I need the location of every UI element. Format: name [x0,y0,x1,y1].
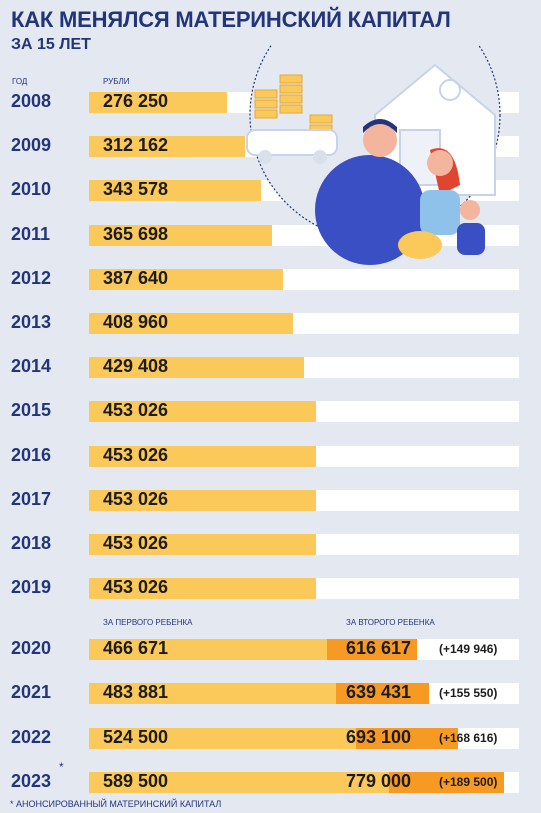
value-label-first-child: 524 500 [103,726,169,747]
difference-label: (+155 550) [439,686,498,701]
value-label-second-child: 693 100 [346,726,412,747]
value-label: 387 640 [103,267,169,288]
value-label-first-child: 483 881 [103,682,169,703]
year-label: 2021 [11,682,52,703]
year-label: 2017 [11,488,52,509]
column-header-year: ГОД [12,77,28,86]
value-label-second-child: 639 431 [346,682,412,703]
difference-label: (+149 946) [439,642,498,656]
bar-first-child [89,639,328,660]
family-icon [315,119,485,265]
bar-first-child [89,683,336,705]
year-label: 2009 [11,135,52,156]
bar [89,578,316,600]
year-label: 2014 [11,356,52,377]
value-label: 343 578 [103,179,169,200]
bar [89,401,316,423]
year-label: 2018 [11,533,52,553]
bar [89,180,261,202]
chart-subtitle: ЗА 15 ЛЕТ [11,36,91,53]
year-label: 2008 [11,91,52,111]
bar [89,357,304,379]
bar [89,489,316,511]
year-label: 2022 [11,726,52,747]
year-label: 2019 [11,577,52,598]
year-label: 2010 [11,179,52,200]
bar [89,313,294,334]
value-label-first-child: 466 671 [103,638,169,658]
bar-first-child [89,771,389,793]
bar [89,534,316,555]
value-label: 453 026 [103,400,169,421]
value-label: 312 162 [103,135,169,156]
year-label: 2013 [11,312,52,332]
car-icon [246,129,338,164]
value-label: 276 250 [103,91,169,111]
value-label-second-child: 616 617 [346,638,412,658]
bar [89,224,272,246]
bar [89,92,228,113]
year-label: 2020 [11,638,52,658]
value-label: 365 698 [103,223,169,244]
value-label: 429 408 [103,356,169,377]
year-label: 2016 [11,444,52,465]
column-header-second-child: ЗА ВТОРОГО РЕБЕНКА [346,618,435,627]
value-label-first-child: 589 500 [103,770,169,791]
value-label: 408 960 [103,312,169,332]
family-house-illustration [246,45,501,265]
year-label: 2011 [11,223,51,244]
bar [89,268,283,290]
value-label: 453 026 [103,488,169,509]
value-label: 453 026 [103,533,169,553]
value-label: 453 026 [103,444,169,465]
chart-title: КАК МЕНЯЛСЯ МАТЕРИНСКИЙ КАПИТАЛ [11,7,451,32]
difference-label: (+189 500) [439,774,498,789]
annotation-asterisk: * [59,760,64,774]
house-icon [374,63,496,196]
value-label-second-child: 779 000 [346,770,412,791]
year-label: 2015 [11,400,52,421]
footnote: * АНОНСИРОВАННЫЙ МАТЕРИНСКИЙ КАПИТАЛ [10,799,222,809]
year-label: 2023 [11,770,52,791]
column-header-first-child: ЗА ПЕРВОГО РЕБЕНКА [103,618,193,627]
column-header-rubles: РУБЛИ [103,77,130,86]
value-label: 453 026 [103,577,169,598]
bar [89,445,316,467]
difference-label: (+168 616) [439,730,498,745]
bar [89,136,246,158]
bar-first-child [89,727,357,749]
year-label: 2012 [11,267,52,288]
